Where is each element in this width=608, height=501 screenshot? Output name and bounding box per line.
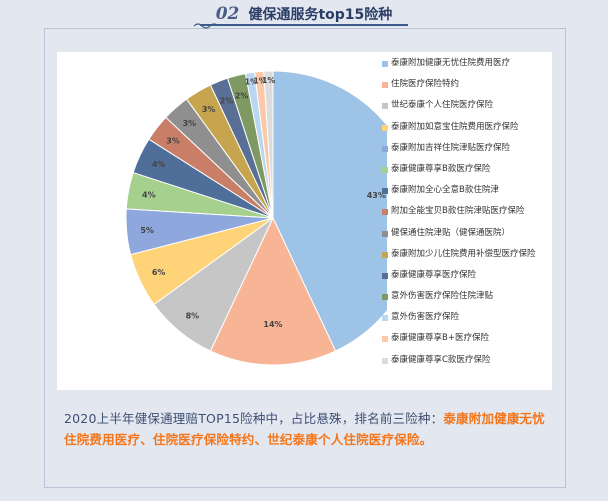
legend-item: 泰康健康尊享C款医疗保险 [382, 355, 550, 376]
legend-label: 泰康附加少儿住院费用补偿型医疗保险 [391, 248, 536, 259]
legend-swatch [382, 357, 388, 364]
legend-item: 意外伤害医疗保险住院津贴 [382, 291, 550, 312]
legend-swatch [382, 272, 388, 279]
pie-data-label: 2% [220, 96, 234, 105]
pie-data-label: 4% [152, 160, 166, 169]
legend-item: 附加全能宝贝B款住院津贴医疗保险 [382, 206, 550, 227]
pie-data-label: 1% [245, 78, 259, 87]
legend-item: 意外伤害医疗保险 [382, 312, 550, 333]
legend-label: 泰康附加全心全意B款住院津 [391, 185, 499, 196]
legend-swatch [382, 315, 388, 322]
legend-label: 泰康健康尊享B款医疗保险 [391, 163, 491, 174]
legend-swatch [382, 188, 388, 195]
title-underline [200, 24, 408, 26]
pie-slice [209, 216, 337, 366]
legend-swatch [382, 209, 388, 216]
pie-data-label: 3% [202, 105, 216, 114]
pie-data-label: 14% [263, 320, 282, 329]
legend-label: 泰康健康尊享C款医疗保险 [391, 354, 491, 365]
legend-item: 泰康附加如意宝住院费用医疗保险 [382, 122, 550, 143]
pie-data-label: 4% [142, 190, 156, 199]
legend-item: 健保通住院津贴（健保通医院） [382, 228, 550, 249]
legend-swatch [382, 230, 388, 237]
legend-item: 泰康健康尊享医疗保险 [382, 270, 550, 291]
legend-swatch [382, 294, 388, 301]
legend-swatch [382, 82, 388, 89]
legend-label: 世纪泰康个人住院医疗保险 [391, 100, 494, 111]
legend-label: 泰康附加如意宝住院费用医疗保险 [391, 121, 519, 132]
legend-item: 世纪泰康个人住院医疗保险 [382, 100, 550, 121]
legend-swatch [382, 166, 388, 173]
content-frame [44, 28, 566, 488]
legend-label: 泰康附加吉祥住院津贴医疗保险 [391, 142, 511, 153]
legend-label: 意外伤害医疗保险 [391, 312, 460, 323]
pie-slice [272, 70, 387, 352]
pie-data-label: 3% [166, 137, 180, 146]
legend-item: 泰康附加吉祥住院津贴医疗保险 [382, 143, 550, 164]
legend-item: 泰康健康尊享B款医疗保险 [382, 164, 550, 185]
legend-item: 泰康附加全心全意B款住院津 [382, 185, 550, 206]
pie-chart: 43%14%8%6%5%4%4%3%3%3%2%2%1%1%1% [125, 70, 387, 366]
legend-swatch [382, 103, 388, 110]
pie-data-label: 1% [262, 76, 276, 85]
section-header: 02 健保通服务top15险种 [0, 4, 608, 26]
legend-swatch [382, 61, 388, 67]
caption-text: 2020上半年健保通理赔TOP15险种中，占比悬殊，排名前三险种： [64, 411, 444, 426]
legend-label: 健保通住院津贴（健保通医院） [391, 227, 511, 238]
caption: 2020上半年健保通理赔TOP15险种中，占比悬殊，排名前三险种：泰康附加健康无… [64, 408, 554, 450]
pie-slice [263, 70, 274, 219]
pie-data-label: 5% [140, 226, 154, 235]
pie-data-label: 2% [235, 92, 249, 101]
pie-data-label: 8% [186, 311, 200, 320]
legend-swatch [382, 145, 388, 152]
section-number: 02 [215, 4, 240, 24]
pie-data-label: 1% [253, 76, 267, 85]
legend-label: 泰康健康尊享医疗保险 [391, 269, 477, 280]
section-title: 健保通服务top15险种 [248, 7, 393, 23]
legend-label: 泰康附加健康无忧住院费用医疗 [391, 58, 511, 68]
chart-legend: 泰康附加健康无忧住院费用医疗 住院医疗保险特约世纪泰康个人住院医疗保险泰康附加如意… [382, 58, 550, 376]
legend-item: 泰康附加少儿住院费用补偿型医疗保险 [382, 249, 550, 270]
legend-label: 附加全能宝贝B款住院津贴医疗保险 [391, 206, 525, 217]
chart-card: 43% 14% 8% 6% 5% 4% 4% 3% 3% 3% 2% 2% 1% 1% 1% 泰康附加健康无… [57, 52, 552, 390]
legend-label: 泰康健康尊享B+医疗保险 [391, 333, 489, 344]
pie-data-label: 3% [183, 119, 197, 128]
legend-swatch [382, 336, 388, 343]
legend-label: 意外伤害医疗保险住院津贴 [391, 291, 494, 302]
legend-item: 泰康健康尊享B+医疗保险 [382, 333, 550, 354]
legend-item: 住院医疗保险特约 [382, 79, 550, 100]
legend-swatch [382, 124, 388, 131]
pie-data-label: 6% [152, 268, 166, 277]
pie-data-label: 43% [367, 191, 386, 200]
legend-swatch [382, 251, 388, 258]
legend-item: 泰康附加健康无忧住院费用医疗 [382, 58, 550, 79]
legend-label: 住院医疗保险特约 [391, 79, 460, 90]
caption-highlight: 泰康附加健康无忧住院费用医疗、住院医疗保险特约、世纪泰康个人住院医疗保险。 [64, 411, 545, 447]
